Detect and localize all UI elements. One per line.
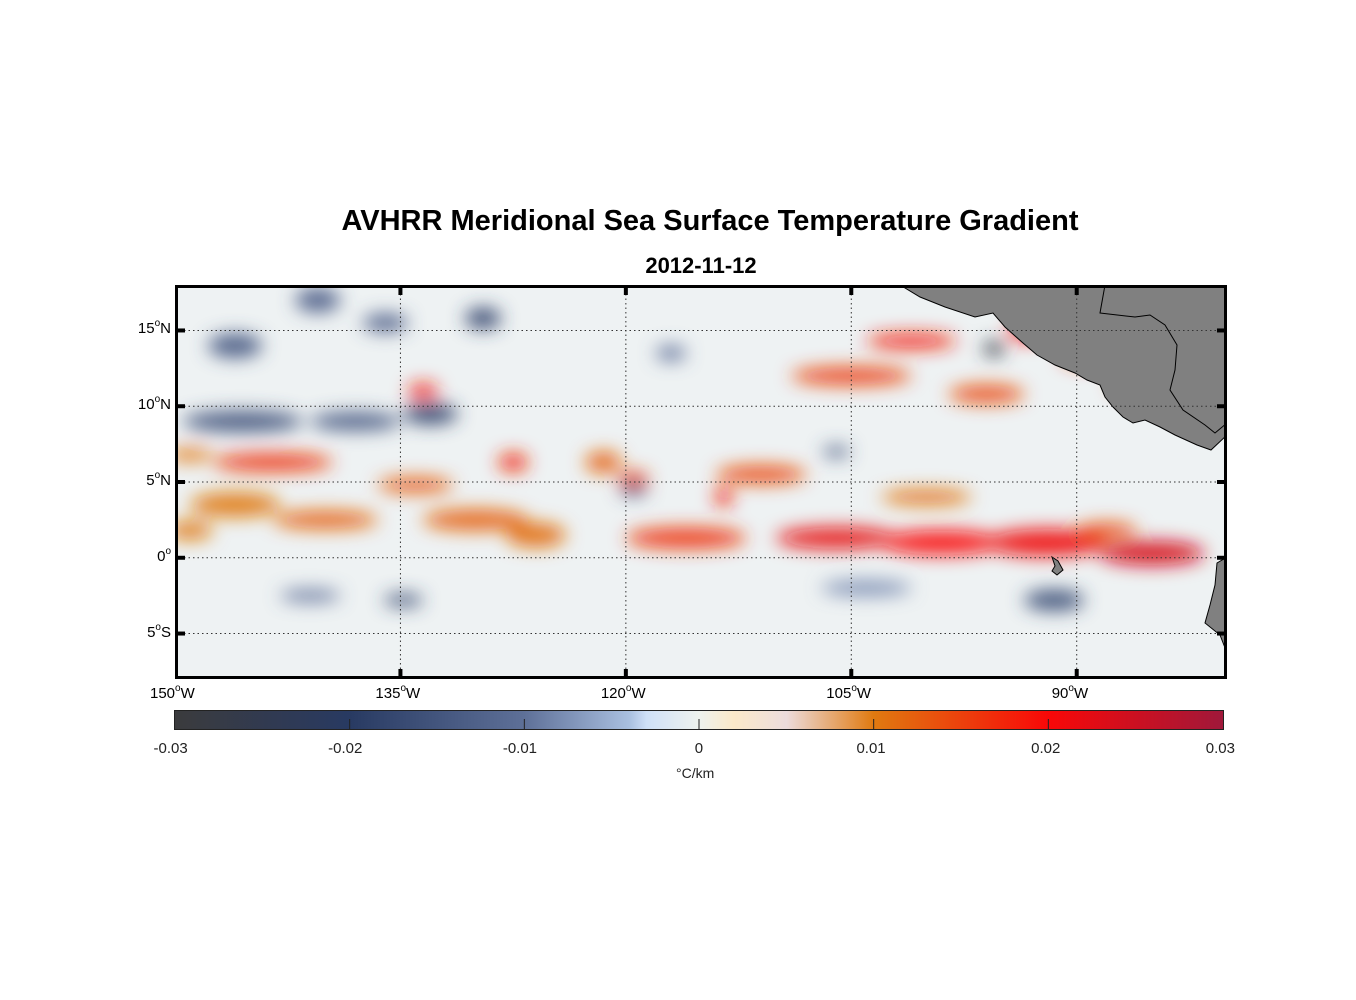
latitude-label: 0o xyxy=(111,545,171,565)
cold-front-feature xyxy=(310,412,401,431)
frame-ticks xyxy=(175,285,1227,679)
warm-front-feature xyxy=(1099,541,1205,566)
degree-symbol: o xyxy=(154,394,161,406)
latitude-degrees: 10 xyxy=(137,396,155,414)
longitude-hemisphere: W xyxy=(180,685,195,702)
warm-front-feature xyxy=(881,530,1002,555)
longitude-degrees: 90 xyxy=(1051,685,1069,702)
warm-front-feature xyxy=(716,465,807,484)
land-central-america-east xyxy=(1099,285,1227,434)
warm-front-feature xyxy=(422,509,529,531)
degree-symbol: o xyxy=(154,470,161,481)
warm-front-feature xyxy=(407,383,438,399)
cold-front-feature xyxy=(983,341,1005,357)
latitude-degrees: 0 xyxy=(157,547,166,565)
warm-front-feature xyxy=(190,492,281,517)
longitude-hemisphere: W xyxy=(631,685,646,702)
degree-symbol: o xyxy=(851,683,857,694)
cold-front-feature xyxy=(362,313,408,332)
warm-front-feature xyxy=(714,488,733,507)
cold-front-feature xyxy=(280,589,341,602)
chart-subtitle: 2012-11-12 xyxy=(645,253,757,278)
cold-front-feature xyxy=(383,594,423,607)
latitude-label: 10oN xyxy=(111,394,171,414)
degree-symbol: o xyxy=(154,318,161,330)
longitude-degrees: 120 xyxy=(600,685,626,702)
longitude-hemisphere: W xyxy=(1073,685,1089,702)
cold-front-feature xyxy=(403,403,458,425)
warm-front-feature xyxy=(948,385,1025,404)
longitude-degrees: 105 xyxy=(826,685,852,702)
warm-front-feature xyxy=(377,477,454,493)
latitude-label: 5oN xyxy=(111,470,171,489)
warm-front-feature xyxy=(498,453,529,472)
warm-front-feature xyxy=(505,522,566,548)
warm-front-feature xyxy=(175,448,213,461)
warm-front-feature xyxy=(272,510,378,529)
warm-front-feature xyxy=(585,451,622,473)
latitude-degrees: 5 xyxy=(146,472,155,489)
land-central-america xyxy=(899,285,1227,451)
land-mask xyxy=(899,285,1227,654)
cold-front-feature xyxy=(619,483,647,496)
longitude-hemisphere: W xyxy=(856,685,872,702)
cold-front-feature xyxy=(465,307,502,329)
degree-symbol: o xyxy=(175,683,181,694)
latitude-hemisphere: N xyxy=(160,396,171,414)
latitude-degrees: 15 xyxy=(137,320,155,338)
longitude-label: 90oW xyxy=(1051,683,1089,702)
colorbar-units: °C/km xyxy=(676,765,715,781)
cold-front-feature xyxy=(182,410,303,432)
colorbar-tick-label: -0.03 xyxy=(153,740,188,757)
latitude-hemisphere: S xyxy=(160,623,171,641)
longitude-degrees: 135 xyxy=(375,685,401,702)
cold-front-feature xyxy=(208,333,263,358)
warm-front-feature xyxy=(866,333,957,349)
colorbar xyxy=(174,710,1224,730)
cold-front-feature xyxy=(822,446,850,457)
warm-front-feature xyxy=(986,528,1107,557)
warm-front-feature xyxy=(625,527,747,549)
degree-symbol: o xyxy=(625,683,632,694)
latitude-label: 5oS xyxy=(111,621,171,641)
warm-front-feature xyxy=(212,453,333,472)
sst-gradient-map xyxy=(175,285,1227,679)
latitude-hemisphere: N xyxy=(160,472,171,489)
colorbar-tick-label: -0.02 xyxy=(328,740,363,757)
colorbar-tick-label: 0.02 xyxy=(1031,740,1061,757)
warm-front-feature xyxy=(1076,522,1137,539)
cold-front-feature xyxy=(295,288,341,313)
land-galapagos xyxy=(1051,555,1064,576)
latitude-degrees: 5 xyxy=(147,623,156,641)
longitude-label: 120oW xyxy=(600,683,646,702)
latitude-hemisphere: N xyxy=(160,320,171,338)
longitude-degrees: 150 xyxy=(150,685,176,702)
degree-symbol: o xyxy=(155,621,161,633)
cold-front-feature xyxy=(655,345,686,361)
colorbar-ticks xyxy=(349,719,1049,729)
cold-front-feature xyxy=(821,580,912,596)
latitude-label: 15oN xyxy=(111,318,171,338)
colorbar-tick-label: 0.03 xyxy=(1205,740,1235,757)
warm-front-feature xyxy=(776,527,897,549)
longitude-hemisphere: W xyxy=(406,685,421,702)
colorbar-tick-label: -0.01 xyxy=(502,740,538,757)
colorbar-tick-label: 0.01 xyxy=(856,740,886,757)
longitude-label: 105oW xyxy=(826,683,872,702)
degree-symbol: o xyxy=(400,683,407,694)
degree-symbol: o xyxy=(165,545,171,557)
longitude-label: 150oW xyxy=(150,683,195,702)
warm-front-feature xyxy=(175,521,213,540)
colorbar-tick-label: 0 xyxy=(694,740,704,757)
chart-title: AVHRR Meridional Sea Surface Temperature… xyxy=(341,205,1079,237)
warm-front-feature xyxy=(881,489,972,505)
map-panel xyxy=(175,285,1227,679)
cold-front-feature xyxy=(1024,589,1085,611)
degree-symbol: o xyxy=(1068,683,1074,694)
gradient-field xyxy=(175,288,1205,611)
longitude-label: 135oW xyxy=(375,683,421,702)
